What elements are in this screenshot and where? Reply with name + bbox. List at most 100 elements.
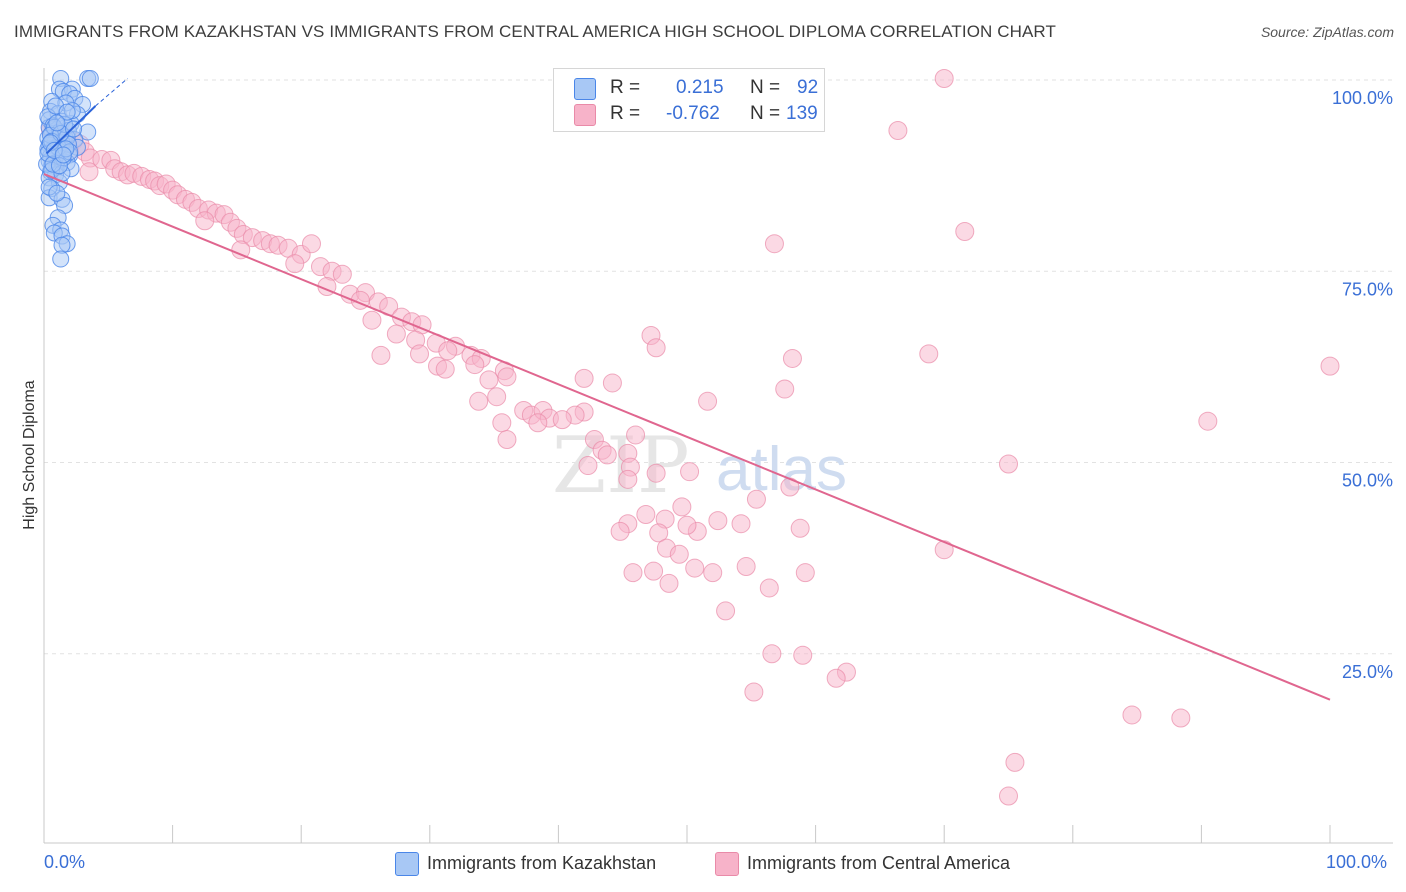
point-central-america-116 [685, 558, 705, 578]
point-central-america-138 [1122, 705, 1142, 725]
point-central-america-68 [435, 359, 455, 379]
point-central-america-139 [1171, 708, 1191, 728]
legend-r-value-central-america: -0.762 [666, 103, 720, 124]
point-central-america-82 [492, 413, 512, 433]
trend-line-kazakhstan-extension [95, 78, 128, 107]
point-central-america-112 [610, 521, 630, 541]
watermark: ZIP atlas [552, 421, 847, 511]
point-central-america-87 [597, 445, 617, 465]
point-central-america-91 [646, 463, 666, 483]
point-central-america-119 [759, 578, 779, 598]
y-tick-label-100: 100.0% [1332, 88, 1393, 108]
point-central-america-127 [744, 682, 764, 702]
legend-r-label: R = [610, 103, 641, 124]
point-central-america-107 [708, 511, 728, 531]
point-central-america-123 [659, 573, 679, 593]
point-central-america-92 [618, 469, 638, 489]
watermark-zip: ZIP [552, 421, 690, 511]
legend-swatch-blue [574, 78, 596, 100]
point-central-america-31 [195, 211, 215, 231]
point-kazakhstan-90 [48, 114, 66, 132]
point-central-america-134 [888, 120, 908, 140]
bottom-legend-swatch-blue [395, 852, 419, 876]
bottom-legend-label-kazakhstan: Immigrants from Kazakhstan [427, 853, 657, 873]
bottom-legend-swatch-pink [715, 852, 739, 876]
point-central-america-100 [698, 391, 718, 411]
legend-n-value-central-america: 139 [786, 103, 818, 124]
point-central-america-126 [793, 645, 813, 665]
point-central-america-113 [649, 523, 669, 543]
point-central-america-43 [285, 254, 305, 274]
x-ticks [172, 825, 1331, 843]
point-central-america-71 [479, 370, 499, 390]
point-central-america-104 [636, 505, 656, 525]
point-kazakhstan-59 [52, 250, 70, 268]
point-central-america-133 [955, 221, 975, 241]
point-central-america-141 [999, 786, 1018, 806]
trend-line-central-america [43, 173, 1331, 701]
point-central-america-117 [703, 563, 723, 583]
legend-n-label: N = [750, 77, 781, 98]
point-central-america-124 [716, 601, 736, 621]
legend-swatch-pink [574, 104, 596, 126]
point-central-america-61 [438, 341, 458, 361]
point-central-america-115 [669, 544, 689, 564]
trend-line-kazakhstan [45, 105, 97, 155]
point-central-america-13 [79, 162, 99, 182]
point-central-america-72 [487, 387, 507, 407]
point-central-america-121 [623, 563, 643, 583]
point-central-america-98 [782, 348, 802, 368]
chart-title: IMMIGRANTS FROM KAZAKHSTAN VS IMMIGRANTS… [14, 22, 1056, 41]
point-central-america-110 [677, 515, 697, 535]
point-central-america-131 [934, 540, 954, 560]
series-kazakhstan-points [38, 69, 99, 268]
point-central-america-108 [731, 514, 751, 534]
point-central-america-94 [602, 373, 622, 393]
point-central-america-102 [746, 489, 766, 509]
point-central-america-70 [497, 367, 517, 387]
point-central-america-83 [497, 430, 517, 450]
trend-lines [43, 78, 1331, 701]
y-tick-label-50: 50.0% [1342, 471, 1393, 491]
point-central-america-93 [574, 368, 594, 388]
legend-r-label: R = [610, 77, 641, 98]
y-tick-label-75: 75.0% [1342, 279, 1393, 299]
point-central-america-120 [795, 563, 815, 583]
point-central-america-62 [371, 345, 391, 365]
point-kazakhstan-88 [65, 120, 83, 138]
point-central-america-125 [762, 644, 782, 664]
point-kazakhstan-81 [58, 103, 76, 121]
point-central-america-132 [919, 344, 939, 364]
legend-n-value-kazakhstan: 92 [797, 77, 819, 98]
y-tick-labels: 25.0% 50.0% 75.0% 100.0% [1332, 88, 1393, 682]
legend-n-label: N = [750, 103, 781, 124]
point-central-america-88 [578, 456, 598, 476]
legend-r-value-kazakhstan: 0.215 [676, 77, 724, 98]
point-central-america-122 [644, 561, 664, 581]
x-tick-label-max: 100.0% [1326, 852, 1388, 872]
point-central-america-129 [826, 668, 846, 688]
point-central-america-46 [332, 264, 352, 284]
point-central-america-42 [301, 234, 321, 254]
y-tick-label-25: 25.0% [1342, 662, 1393, 682]
point-central-america-81 [552, 410, 572, 430]
point-central-america-96 [646, 338, 666, 358]
point-central-america-99 [775, 379, 795, 399]
point-kazakhstan-2 [81, 69, 99, 87]
point-central-america-89 [626, 425, 646, 445]
point-central-america-135 [934, 68, 954, 88]
point-central-america-57 [386, 324, 406, 344]
point-central-america-140 [1005, 752, 1025, 772]
point-central-america-130 [999, 454, 1018, 474]
bottom-legend-label-central-america: Immigrants from Central America [747, 853, 1011, 873]
series-central-america-points [40, 68, 1340, 806]
point-central-america-56 [362, 310, 382, 330]
point-central-america-136 [1198, 411, 1218, 431]
x-tick-label-min: 0.0% [44, 852, 86, 872]
point-central-america-137 [1320, 356, 1340, 376]
source-label: Source: ZipAtlas.com [1260, 24, 1394, 40]
point-central-america-73 [469, 391, 489, 411]
point-central-america-101 [680, 462, 700, 482]
point-central-america-118 [736, 557, 756, 577]
